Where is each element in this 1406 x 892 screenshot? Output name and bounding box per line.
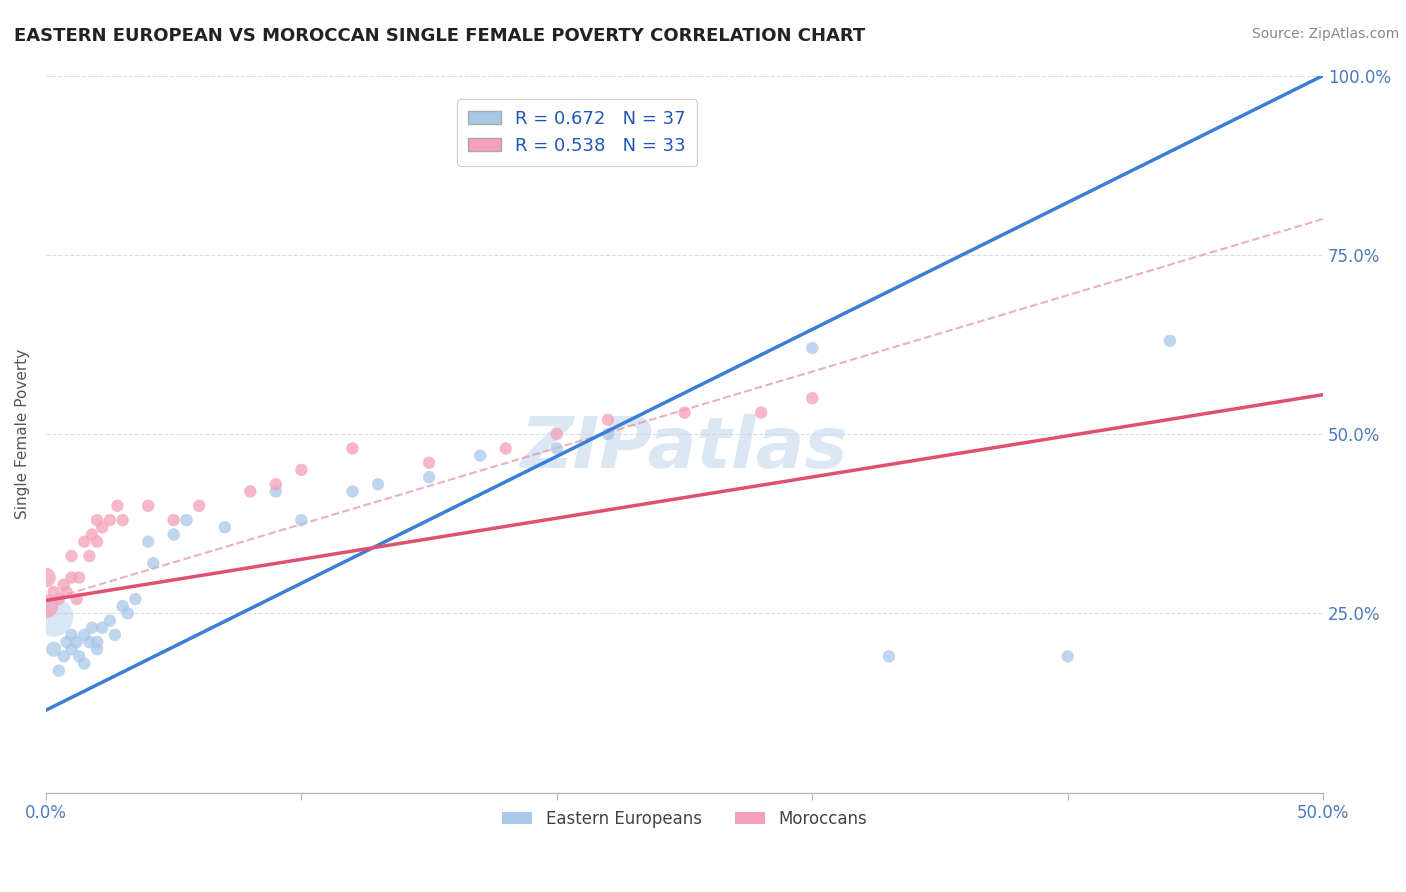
Point bbox=[124, 592, 146, 607]
Point bbox=[80, 527, 103, 541]
Point bbox=[80, 621, 103, 635]
Point bbox=[48, 664, 70, 678]
Point bbox=[418, 456, 440, 470]
Point bbox=[673, 406, 696, 420]
Point bbox=[86, 513, 108, 527]
Point bbox=[48, 592, 70, 607]
Point bbox=[35, 599, 58, 614]
Point bbox=[60, 570, 83, 584]
Point bbox=[136, 499, 159, 513]
Point bbox=[79, 549, 101, 563]
Point bbox=[91, 621, 114, 635]
Point bbox=[495, 442, 517, 456]
Point bbox=[86, 635, 108, 649]
Point bbox=[596, 427, 619, 442]
Point bbox=[801, 391, 824, 405]
Point bbox=[470, 449, 492, 463]
Point bbox=[73, 657, 96, 671]
Point bbox=[1056, 649, 1078, 664]
Point bbox=[98, 614, 121, 628]
Point bbox=[52, 577, 75, 591]
Point bbox=[163, 513, 186, 527]
Point bbox=[73, 628, 96, 642]
Point bbox=[65, 592, 87, 607]
Point bbox=[877, 649, 900, 664]
Point bbox=[546, 427, 568, 442]
Text: EASTERN EUROPEAN VS MOROCCAN SINGLE FEMALE POVERTY CORRELATION CHART: EASTERN EUROPEAN VS MOROCCAN SINGLE FEMA… bbox=[14, 27, 865, 45]
Point bbox=[42, 642, 65, 657]
Point bbox=[60, 642, 83, 657]
Point bbox=[111, 599, 134, 614]
Point bbox=[418, 470, 440, 484]
Y-axis label: Single Female Poverty: Single Female Poverty bbox=[15, 349, 30, 519]
Point bbox=[91, 520, 114, 534]
Point bbox=[35, 570, 58, 584]
Point bbox=[55, 585, 77, 599]
Legend: Eastern Europeans, Moroccans: Eastern Europeans, Moroccans bbox=[495, 803, 873, 835]
Point bbox=[264, 484, 287, 499]
Point bbox=[239, 484, 262, 499]
Point bbox=[42, 585, 65, 599]
Point bbox=[67, 570, 90, 584]
Text: Source: ZipAtlas.com: Source: ZipAtlas.com bbox=[1251, 27, 1399, 41]
Point bbox=[342, 484, 364, 499]
Point bbox=[79, 635, 101, 649]
Point bbox=[801, 341, 824, 355]
Point bbox=[290, 463, 312, 477]
Point bbox=[60, 549, 83, 563]
Point bbox=[749, 406, 772, 420]
Point bbox=[176, 513, 198, 527]
Point bbox=[98, 513, 121, 527]
Point bbox=[1159, 334, 1181, 348]
Point bbox=[142, 556, 165, 570]
Point bbox=[367, 477, 389, 491]
Point bbox=[60, 628, 83, 642]
Point bbox=[290, 513, 312, 527]
Text: ZIPatlas: ZIPatlas bbox=[520, 414, 848, 483]
Point bbox=[546, 442, 568, 456]
Point bbox=[264, 477, 287, 491]
Point bbox=[136, 534, 159, 549]
Point bbox=[65, 635, 87, 649]
Point bbox=[73, 534, 96, 549]
Point bbox=[55, 635, 77, 649]
Point bbox=[86, 534, 108, 549]
Point bbox=[67, 649, 90, 664]
Point bbox=[104, 628, 127, 642]
Point bbox=[163, 527, 186, 541]
Point bbox=[111, 513, 134, 527]
Point bbox=[117, 607, 139, 621]
Point bbox=[342, 442, 364, 456]
Point bbox=[188, 499, 211, 513]
Point bbox=[596, 413, 619, 427]
Point bbox=[42, 610, 65, 624]
Point bbox=[52, 649, 75, 664]
Point bbox=[214, 520, 236, 534]
Point bbox=[86, 642, 108, 657]
Point bbox=[107, 499, 129, 513]
